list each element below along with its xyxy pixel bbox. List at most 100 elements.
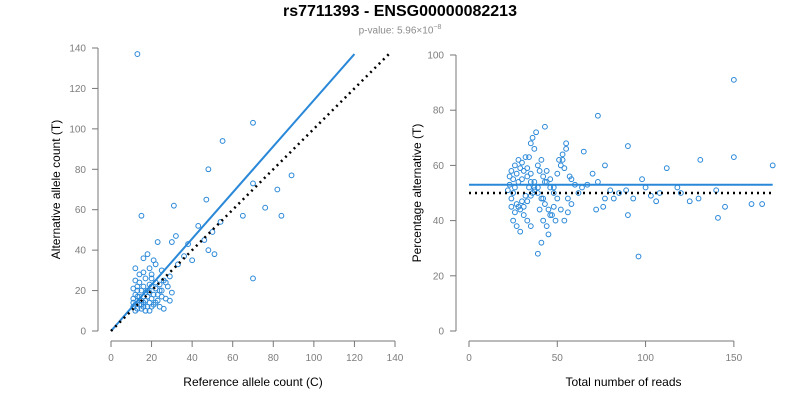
percentage-alternative-data-point — [563, 145, 570, 152]
percentage-alternative-data-point — [510, 217, 517, 224]
allele-count-data-point — [219, 138, 226, 144]
allele-count-data-point — [148, 275, 155, 282]
percentage-alternative-data-point — [625, 143, 631, 149]
percentage-alternative-data-point — [517, 165, 524, 172]
allele-count-data-point — [150, 301, 157, 308]
percentage-alternative-y-tick-label: 40 — [433, 216, 445, 227]
percentage-alternative-data-point — [607, 187, 614, 194]
allele-count-data-point — [138, 212, 145, 219]
percentage-alternative-y-tick-label: 60 — [433, 161, 445, 172]
percentage-alternative-data-point — [513, 170, 520, 177]
percentage-alternative-data-point — [642, 184, 649, 191]
allele-count-data-point — [164, 283, 171, 290]
allele-count-data-point — [250, 119, 256, 126]
percentage-alternative-data-point — [593, 206, 600, 213]
percentage-alternative-data-point — [610, 195, 617, 202]
percentage-alternative-data-point — [512, 209, 518, 216]
percentage-alternative-data-point — [524, 198, 531, 205]
allele-count-y-tick-label: 120 — [69, 84, 86, 95]
allele-count-data-point — [158, 293, 165, 300]
allele-count-data-point — [203, 196, 210, 203]
allele-count-data-point — [173, 233, 179, 239]
allele-count-data-point — [170, 202, 177, 209]
allele-count-x-tick-label: 100 — [306, 353, 323, 364]
percentage-alternative-data-point — [510, 176, 517, 183]
percentage-alternative-data-point — [510, 190, 517, 196]
percentage-alternative-data-point — [748, 201, 755, 207]
percentage-alternative-data-point — [515, 156, 522, 163]
allele-count-data-point — [201, 237, 208, 243]
percentage-alternative-data-point — [519, 159, 525, 166]
allele-count-data-point — [140, 299, 147, 306]
percentage-alternative-data-point — [550, 203, 557, 210]
percentage-alternative-data-point — [561, 217, 568, 224]
allele-count-data-point — [239, 212, 246, 219]
percentage-alternative-data-point — [524, 165, 531, 172]
percentage-alternative-data-point — [559, 151, 566, 158]
allele-count-y-tick-label: 0 — [80, 327, 86, 338]
percentage-alternative-data-point — [554, 170, 561, 177]
percentage-alternative-data-point — [515, 203, 522, 210]
allele-count-y-tick-label: 40 — [75, 246, 87, 257]
allele-count-data-point — [166, 297, 173, 304]
percentage-alternative-data-point — [542, 123, 548, 130]
percentage-alternative-data-point — [759, 201, 766, 207]
allele-count-x-tick-label: 140 — [387, 353, 404, 364]
percentage-alternative-data-point — [508, 203, 515, 210]
allele-count-data-point — [195, 222, 202, 229]
allele-count-data-point — [156, 287, 163, 294]
p-value-label: p-value: 5.96×108 — [0, 24, 800, 36]
allele-count-data-point — [132, 307, 139, 314]
allele-count-y-tick-label: 80 — [75, 165, 87, 176]
allele-count-y-tick-label: 60 — [75, 205, 87, 216]
percentage-alternative-data-point — [589, 170, 596, 177]
percentage-alternative-data-point — [564, 209, 571, 216]
percentage-alternative-data-point — [522, 192, 529, 199]
percentage-alternative-data-point — [563, 140, 570, 147]
percentage-alternative-data-point — [697, 156, 704, 163]
allele-count-data-point — [158, 287, 165, 294]
percentage-alternative-data-point — [557, 206, 564, 213]
allele-count-data-point — [160, 305, 167, 312]
percentage-alternative-data-point — [527, 179, 534, 185]
percentage-alternative-data-point — [545, 206, 552, 213]
percentage-alternative-data-point — [568, 176, 575, 183]
allele-count-x-tick-label: 80 — [268, 353, 280, 364]
allele-count-data-point — [134, 293, 141, 300]
chart-title: rs7711393 - ENSG00000082213 — [283, 3, 517, 20]
percentage-alternative-data-point — [520, 203, 527, 210]
percentage-alternative-data-point — [526, 184, 532, 191]
percentage-alternative-data-point — [625, 212, 631, 218]
allele-count-data-point — [168, 289, 175, 296]
percentage-alternative-data-point — [536, 168, 543, 174]
allele-count-x-tick-label: 20 — [146, 353, 158, 364]
allele-count-data-point — [140, 255, 147, 262]
percentage-alternative-data-point — [540, 195, 547, 202]
percentage-alternative-data-point — [543, 223, 550, 230]
percentage-alternative-data-point — [533, 129, 539, 136]
percentage-alternative-data-point — [594, 112, 601, 119]
percentage-alternative-data-point — [602, 162, 608, 169]
percentage-alternative-data-point — [527, 140, 534, 147]
percentage-alternative-data-point — [506, 173, 513, 180]
allele-count-data-point — [278, 212, 285, 219]
allele-count-data-point — [132, 265, 139, 272]
percentage-alternative-data-point — [543, 168, 550, 174]
percentage-alternative-data-point — [677, 190, 684, 196]
allele-count-y-axis-title: Alternative allele count (T) — [49, 120, 63, 259]
percentage-alternative-data-point — [540, 217, 547, 224]
percentage-alternative-data-point — [695, 195, 702, 202]
allele-count-data-point — [205, 247, 212, 254]
allele-count-data-point — [205, 166, 212, 173]
percentage-alternative-data-point — [557, 162, 564, 169]
percentage-alternative-x-tick-label: 50 — [552, 353, 564, 364]
allele-count-data-point — [175, 261, 181, 268]
percentage-alternative-data-point — [515, 179, 522, 185]
percentage-alternative-data-point — [513, 223, 520, 230]
percentage-alternative-data-point — [616, 190, 622, 196]
percentage-alternative-data-point — [520, 212, 527, 218]
percentage-alternative-data-point — [536, 206, 543, 213]
percentage-alternative-data-point — [534, 250, 541, 257]
allele-count-data-point — [288, 172, 295, 179]
